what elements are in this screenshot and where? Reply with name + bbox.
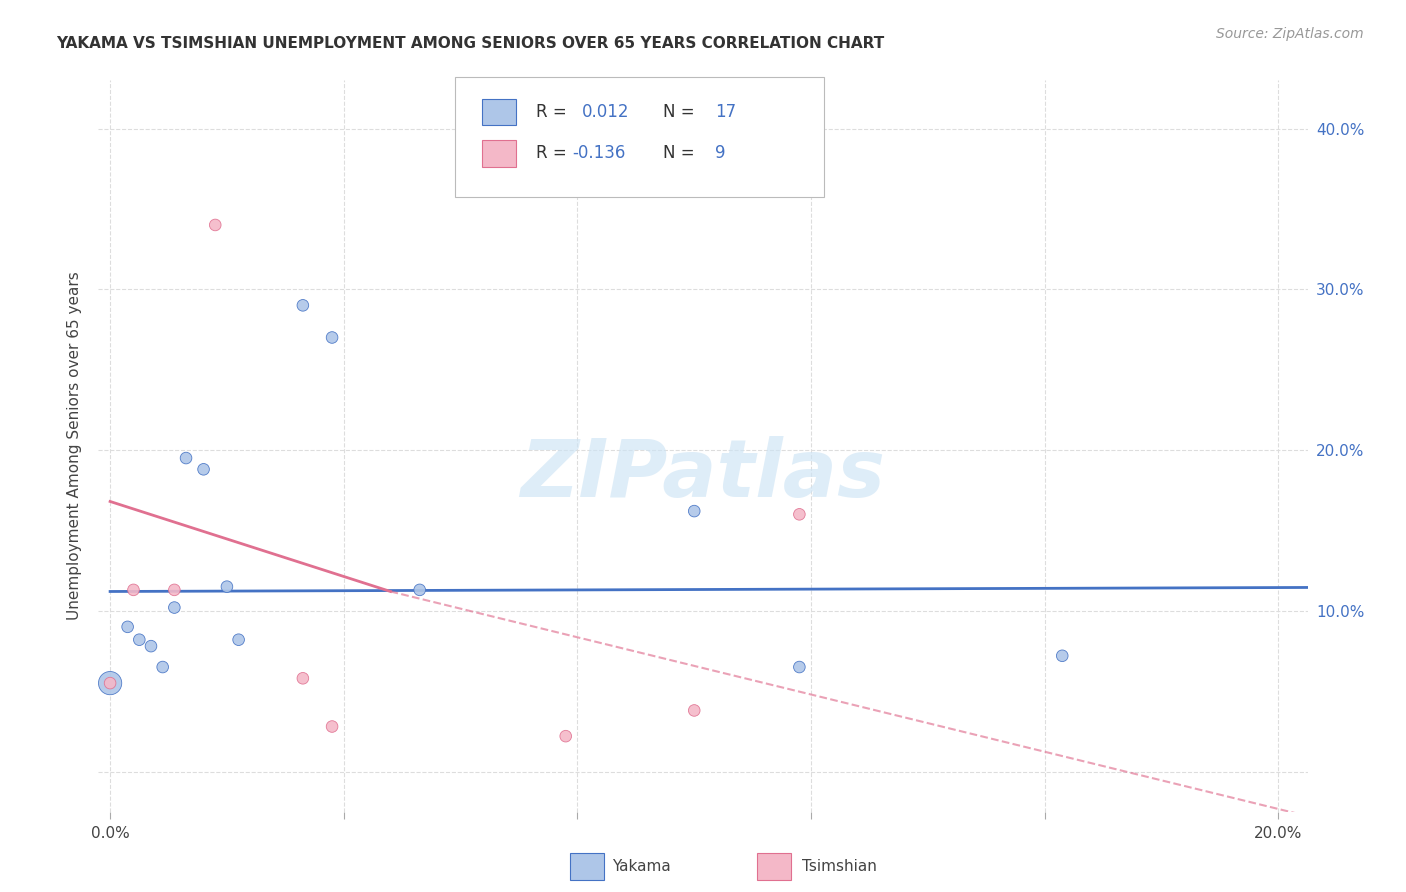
FancyBboxPatch shape xyxy=(482,99,516,125)
Text: R =: R = xyxy=(536,103,572,120)
Point xyxy=(193,462,215,476)
FancyBboxPatch shape xyxy=(758,854,792,880)
Point xyxy=(122,582,145,597)
Point xyxy=(98,676,121,690)
Point xyxy=(163,600,186,615)
Point xyxy=(174,451,197,466)
Point xyxy=(321,719,343,733)
Point xyxy=(117,620,139,634)
Point xyxy=(163,582,186,597)
Point xyxy=(683,703,706,717)
Text: -0.136: -0.136 xyxy=(572,145,626,162)
Point xyxy=(215,580,238,594)
Point xyxy=(321,330,343,344)
Text: Tsimshian: Tsimshian xyxy=(803,859,877,874)
Point xyxy=(789,508,811,522)
Point xyxy=(139,639,162,653)
FancyBboxPatch shape xyxy=(482,140,516,167)
Point xyxy=(409,582,432,597)
Text: Yakama: Yakama xyxy=(613,859,671,874)
Point xyxy=(291,298,314,312)
Text: 0.012: 0.012 xyxy=(582,103,630,120)
Point xyxy=(1052,648,1074,663)
Point xyxy=(554,729,576,743)
Text: 17: 17 xyxy=(716,103,737,120)
Text: 9: 9 xyxy=(716,145,725,162)
Text: R =: R = xyxy=(536,145,572,162)
Point xyxy=(204,218,226,232)
Point xyxy=(98,676,121,690)
Point xyxy=(128,632,150,647)
Point xyxy=(291,671,314,685)
Text: N =: N = xyxy=(664,103,700,120)
Point xyxy=(152,660,174,674)
FancyBboxPatch shape xyxy=(569,854,603,880)
Text: ZIPatlas: ZIPatlas xyxy=(520,436,886,515)
Y-axis label: Unemployment Among Seniors over 65 years: Unemployment Among Seniors over 65 years xyxy=(67,272,83,620)
Text: YAKAMA VS TSIMSHIAN UNEMPLOYMENT AMONG SENIORS OVER 65 YEARS CORRELATION CHART: YAKAMA VS TSIMSHIAN UNEMPLOYMENT AMONG S… xyxy=(56,36,884,51)
Text: N =: N = xyxy=(664,145,700,162)
Text: Source: ZipAtlas.com: Source: ZipAtlas.com xyxy=(1216,27,1364,41)
Point xyxy=(228,632,250,647)
Point xyxy=(683,504,706,518)
FancyBboxPatch shape xyxy=(456,77,824,197)
Point xyxy=(789,660,811,674)
